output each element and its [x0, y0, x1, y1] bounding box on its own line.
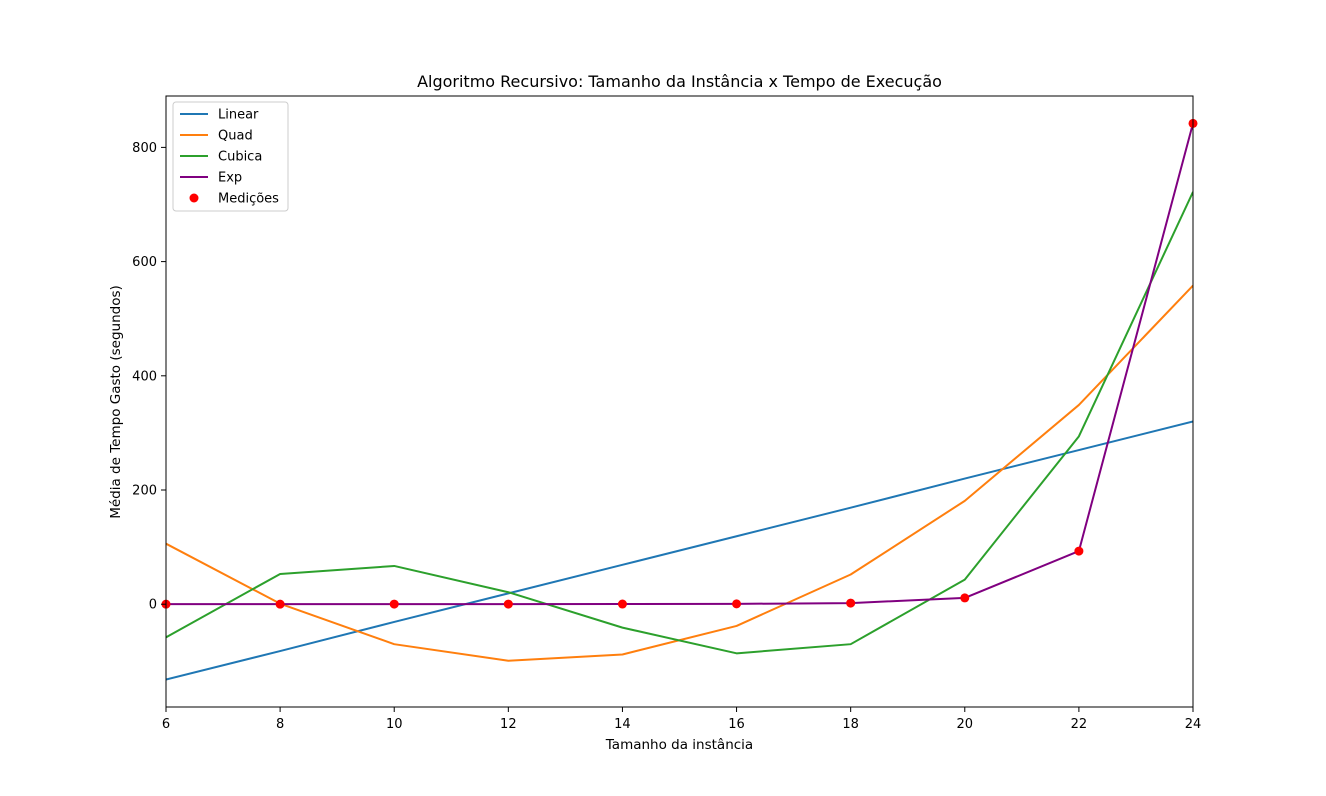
series-line-cubica — [166, 191, 1193, 655]
x-tick-label: 12 — [500, 717, 517, 732]
x-tick-label: 22 — [1071, 717, 1088, 732]
legend-frame — [172, 101, 289, 212]
plot-area — [161, 95, 1198, 708]
legend-label-linear: Linear — [218, 108, 259, 123]
y-axis: 0 200 400 600 800 — [132, 141, 166, 613]
x-tick-label: 20 — [957, 717, 974, 732]
data-point-medicoes — [275, 599, 285, 609]
marker-layer — [161, 118, 1198, 609]
legend-swatch-medicoes — [189, 193, 199, 203]
y-tick-label: 600 — [132, 255, 157, 270]
x-tick-label: 6 — [162, 717, 170, 732]
x-tick-label: 18 — [842, 717, 859, 732]
legend-label-cubica: Cubica — [218, 150, 262, 165]
x-tick-label: 16 — [728, 717, 745, 732]
data-point-medicoes — [617, 599, 627, 609]
legend-label-quad: Quad — [218, 129, 253, 144]
data-point-medicoes — [389, 599, 399, 609]
series-line-exp — [166, 123, 1193, 606]
x-tick-label: 14 — [614, 717, 631, 732]
plot-frame — [165, 95, 1194, 708]
x-axis: 6 8 10 12 14 16 18 20 22 24 — [162, 707, 1201, 732]
legend-label-exp: Exp — [218, 171, 242, 186]
x-axis-label: Tamanho da instância — [605, 737, 753, 753]
data-point-medicoes — [503, 599, 513, 609]
series-layer — [166, 123, 1193, 681]
legend: Linear Quad Cubica Exp Medições — [172, 101, 289, 212]
y-tick-label: 0 — [149, 598, 157, 613]
legend-label-medicoes: Medições — [218, 192, 279, 207]
chart-title: Algoritmo Recursivo: Tamanho da Instânci… — [417, 72, 942, 91]
series-line-linear — [166, 420, 1193, 681]
x-tick-label: 10 — [386, 717, 403, 732]
y-tick-label: 400 — [132, 369, 157, 384]
data-point-medicoes — [846, 598, 856, 608]
y-tick-label: 200 — [132, 484, 157, 499]
y-axis-label: Média de Tempo Gasto (segundos) — [108, 285, 124, 519]
x-tick-label: 8 — [276, 717, 284, 732]
data-point-medicoes — [732, 599, 742, 609]
data-point-medicoes — [1074, 546, 1084, 556]
x-tick-label: 24 — [1185, 717, 1202, 732]
y-tick-label: 800 — [132, 141, 157, 156]
data-point-medicoes — [960, 593, 970, 603]
